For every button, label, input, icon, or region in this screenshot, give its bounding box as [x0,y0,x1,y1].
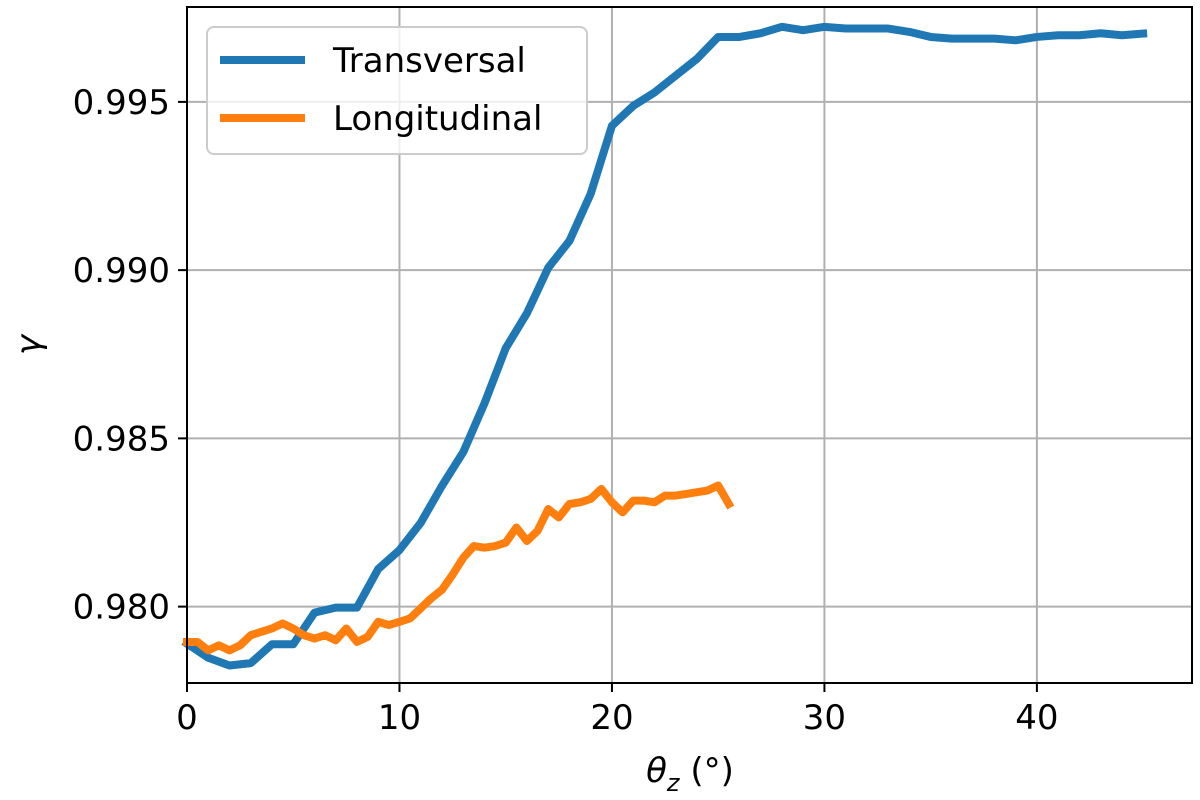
series-line-transversal [181,22,1148,670]
series-line-longitudinal [183,481,735,655]
plot-frame [186,6,1193,684]
y-tick-label: 0.980 [73,588,170,628]
x-tick-label: 20 [590,698,633,738]
legend-label: Longitudinal [333,99,542,139]
axis-ticks: 0 10 20 30 40 0.980 0.985 0.990 0.995 [73,83,1059,738]
x-tick-label: 0 [176,698,198,738]
x-tick-label: 30 [803,698,846,738]
x-tick-label: 40 [1015,698,1058,738]
legend-label: Transversal [332,41,526,81]
y-axis-label: γ [9,333,49,355]
y-tick-label: 0.990 [73,251,170,291]
legend: Transversal Longitudinal [206,26,588,155]
x-tick-label: 10 [378,698,421,738]
x-axis-label: θz (°) [646,751,734,797]
y-tick-label: 0.995 [73,83,170,123]
y-tick-label: 0.985 [73,419,170,459]
series-lines [181,22,1148,670]
